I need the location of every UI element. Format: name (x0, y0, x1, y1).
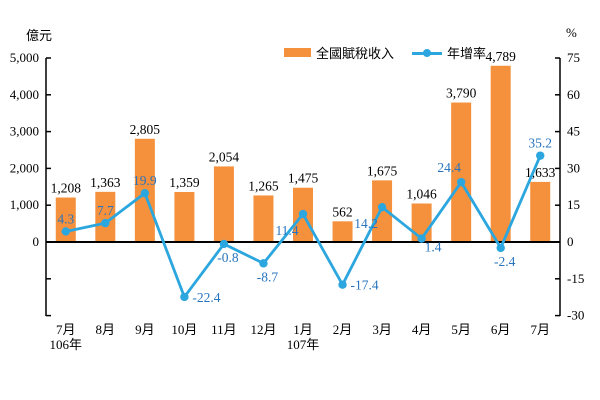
line-point (180, 292, 189, 302)
x-axis-year-label: 106年 (50, 337, 83, 352)
x-axis-label: 8月 (96, 322, 116, 337)
x-axis-year-label: 107年 (287, 337, 320, 352)
bar (174, 191, 195, 242)
right-axis-tick-label: 45 (567, 124, 580, 139)
line-point (61, 227, 70, 236)
bar (490, 65, 511, 242)
line-value-label: 24.4 (437, 160, 461, 175)
x-axis-label: 4月 (412, 322, 432, 337)
right-axis-tick-label: 60 (567, 87, 580, 102)
x-axis-label: 7月 (530, 322, 550, 337)
bar-value-label: 1,046 (406, 187, 437, 202)
line-value-label: 1.4 (425, 240, 442, 255)
right-axis-tick-label: 15 (567, 197, 580, 212)
bar (95, 191, 116, 242)
bar-value-label: 1,359 (169, 175, 200, 190)
bar-value-label: 562 (332, 204, 352, 219)
x-axis-label: 1月 (293, 322, 313, 337)
chart-legend: 全國賦稅收入 年增率 (284, 43, 486, 62)
line-point (259, 259, 268, 268)
legend-item-revenue: 全國賦稅收入 (284, 43, 394, 62)
line-point (496, 243, 505, 253)
x-axis-label: 12月 (250, 322, 276, 337)
line-value-label: -2.4 (494, 254, 516, 269)
line-point (219, 239, 229, 249)
bar (213, 166, 234, 242)
line-point (298, 209, 308, 219)
bar-value-label: 1,363 (90, 175, 121, 190)
line-value-label: -0.8 (217, 250, 239, 265)
line-point (536, 151, 545, 160)
line-point (417, 234, 426, 243)
bar-value-label: 4,789 (486, 49, 517, 64)
left-axis-tick-label: 3,000 (10, 124, 39, 139)
legend-bar-label: 全國賦稅收入 (316, 46, 395, 61)
line-value-label: -17.4 (351, 278, 379, 293)
x-axis-label: 9月 (135, 322, 155, 337)
right-axis-tick-label: 75 (567, 50, 580, 65)
line-value-label: 14.2 (354, 216, 378, 231)
bar-value-label: 2,805 (130, 122, 161, 137)
line-value-label: 19.9 (133, 173, 157, 188)
legend-line-label: 年增率 (447, 46, 487, 61)
right-axis-unit: % (566, 25, 577, 40)
line-point (101, 218, 110, 228)
line-value-label: 11.4 (275, 223, 298, 238)
right-axis-tick-label: 0 (567, 234, 574, 249)
left-axis-tick-label: 0 (33, 234, 40, 249)
bar-value-label: 2,054 (209, 149, 240, 164)
line-value-label: 4.3 (57, 211, 74, 226)
left-axis-unit: 億元 (26, 28, 53, 43)
bar-value-label: 1,265 (248, 178, 279, 193)
x-axis-label: 7月 (56, 322, 76, 337)
line-point (140, 188, 150, 198)
left-axis-tick-label: 4,000 (10, 87, 39, 102)
x-axis-label: 5月 (451, 322, 471, 337)
bar (451, 102, 472, 242)
line-value-label: 35.2 (528, 136, 552, 151)
legend-line-swatch (412, 47, 443, 59)
line-value-label: 7.7 (97, 203, 114, 218)
bar-value-label: 1,208 (51, 181, 82, 196)
right-axis-tick-label: -15 (567, 271, 584, 286)
left-axis-tick-label: 2,000 (10, 160, 39, 175)
x-axis-label: 10月 (171, 322, 197, 337)
legend-line-marker-icon (423, 48, 432, 57)
bar-value-label: 1,675 (367, 163, 398, 178)
line-value-label: -8.7 (257, 269, 279, 284)
left-axis-tick-label: 5,000 (10, 50, 39, 65)
right-axis-tick-label: -30 (567, 308, 584, 323)
line-point (338, 280, 347, 289)
x-axis-label: 11月 (211, 322, 237, 337)
bar-value-label: 1,475 (288, 171, 319, 186)
x-axis-label: 3月 (372, 322, 392, 337)
bar (253, 195, 274, 242)
line-point (377, 202, 387, 212)
line-point (456, 177, 466, 187)
x-axis-label: 2月 (333, 322, 353, 337)
bar-value-label: 3,790 (446, 86, 477, 101)
bar (530, 181, 551, 242)
legend-item-growth: 年增率 (412, 43, 486, 62)
legend-bar-swatch (284, 48, 311, 57)
left-axis-tick-label: 1,000 (10, 197, 39, 212)
bar (332, 221, 353, 242)
x-axis-label: 6月 (491, 322, 511, 337)
line-value-label: -22.4 (192, 290, 220, 305)
right-axis-tick-label: 30 (567, 160, 580, 175)
